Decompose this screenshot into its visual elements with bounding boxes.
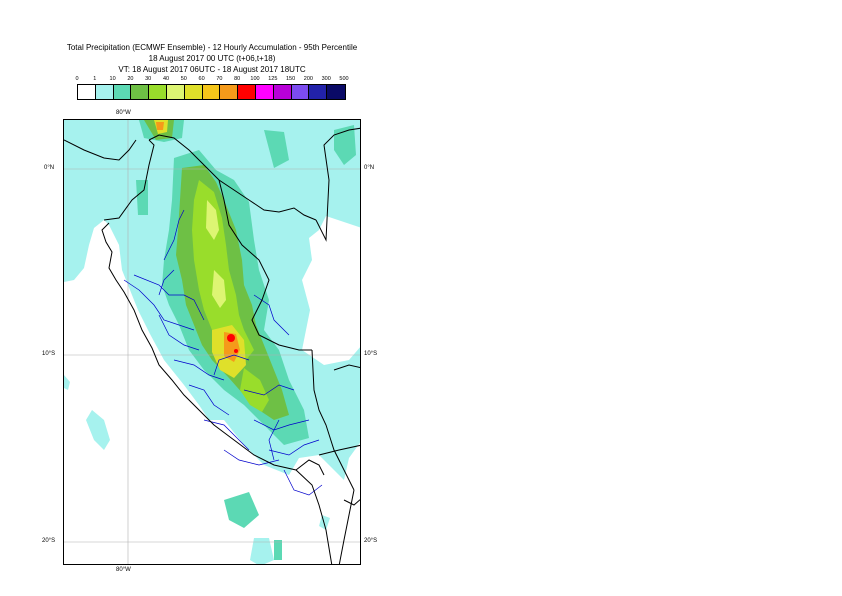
legend-color-box <box>255 85 274 99</box>
legend-label: 20 <box>127 76 134 82</box>
region-boundaries <box>123 209 323 496</box>
legend-label: 500 <box>339 76 349 82</box>
precipitation-map <box>63 119 361 565</box>
legend-color-box <box>309 85 328 99</box>
legend-label: 40 <box>162 76 170 82</box>
map-svg <box>64 120 360 564</box>
precip-pale-yellow <box>206 200 226 308</box>
legend-color-box <box>273 85 292 99</box>
legend-labels: 0 1 10 20 30 40 50 60 70 80 100 125 150 … <box>0 76 400 84</box>
legend-label: 200 <box>303 76 313 82</box>
legend-label: 1 <box>93 76 97 82</box>
lon-label-top: 80°W <box>116 110 131 116</box>
legend-color-box <box>166 85 185 99</box>
legend-label: 30 <box>145 76 152 82</box>
legend-color-box <box>291 85 310 99</box>
legend-label: 50 <box>180 76 187 82</box>
legend-color-box <box>220 85 239 99</box>
lat-label-right: 20°S <box>364 538 378 544</box>
legend-color-box <box>131 85 150 99</box>
lon-label-bottom: 80°W <box>116 567 131 573</box>
legend-label: 125 <box>268 76 278 82</box>
title-line-2: 18 August 2017 00 UTC (t+06,t+18) <box>148 54 276 63</box>
lat-label-left: 20°S <box>42 538 56 544</box>
legend-color-box <box>95 85 114 99</box>
legend-color-box <box>238 85 256 99</box>
legend-label: 80 <box>234 76 241 82</box>
title-line-1: Total Precipitation (ECMWF Ensemble) - 1… <box>66 43 358 52</box>
precip-red <box>227 334 238 353</box>
legend-color-box <box>113 85 132 99</box>
lat-label-left: 10°S <box>42 351 56 357</box>
legend-color-box <box>78 85 96 99</box>
legend-color-box <box>184 85 203 99</box>
legend-label: 100 <box>250 76 260 82</box>
legend-label: 300 <box>321 76 331 82</box>
legend-label: 60 <box>198 76 205 82</box>
color-legend <box>77 84 346 100</box>
lat-label-right: 10°S <box>364 351 378 357</box>
legend-label: 10 <box>109 76 116 82</box>
legend-color-box <box>202 85 221 99</box>
lat-label-left: 0°N <box>44 165 55 171</box>
legend-label: 70 <box>216 76 223 82</box>
legend-label: 150 <box>286 76 296 82</box>
legend-label: 0 <box>75 76 79 82</box>
lat-label-right: 0°N <box>364 165 375 171</box>
legend-color-box <box>149 85 167 99</box>
country-borders <box>64 127 360 564</box>
legend-color-box <box>327 85 345 99</box>
title-line-3: VT: 18 August 2017 06UTC - 18 August 201… <box>118 65 306 74</box>
